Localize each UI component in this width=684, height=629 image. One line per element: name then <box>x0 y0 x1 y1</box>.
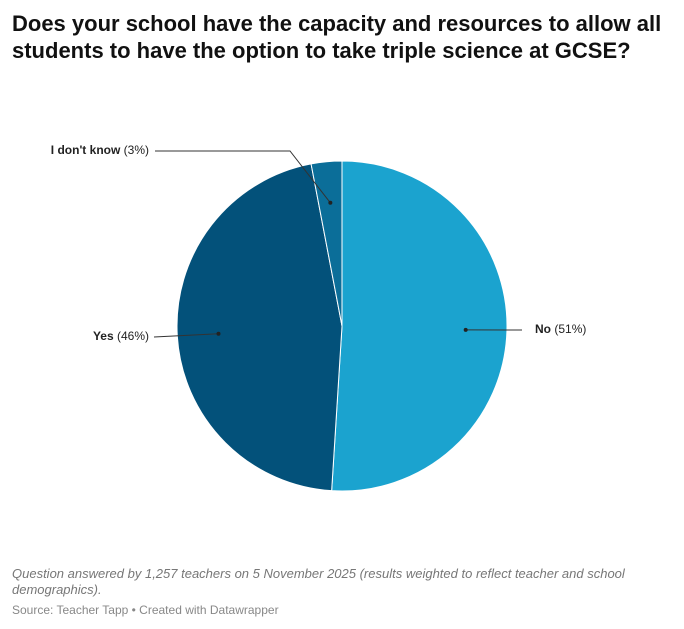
leader-line <box>153 333 219 338</box>
chart-source: Source: Teacher Tapp • Created with Data… <box>12 603 279 617</box>
category-label: No <box>535 322 551 336</box>
leader-dot <box>328 200 333 205</box>
value-label: (51%) <box>554 322 586 336</box>
slice-label: Yes (46%) <box>93 329 149 343</box>
slice-label: No (51%) <box>535 322 586 336</box>
category-label: I don't know <box>51 143 121 157</box>
chart: No (51%) Yes (46%) I don't know (3%) <box>51 143 586 492</box>
value-label: (46%) <box>117 329 149 343</box>
pie-slice <box>310 160 343 327</box>
leader-dot <box>463 327 468 332</box>
value-label: (3%) <box>124 143 149 157</box>
leader-dot <box>216 331 221 336</box>
category-label: Yes <box>93 329 114 343</box>
chart-title: Does your school have the capacity and r… <box>12 11 662 63</box>
pie-slice <box>331 160 508 492</box>
slice-label: I don't know (3%) <box>51 143 149 157</box>
chart-notes: Question answered by 1,257 teachers on 5… <box>12 566 625 597</box>
pie-slice <box>176 163 343 492</box>
leader-line <box>155 150 331 204</box>
